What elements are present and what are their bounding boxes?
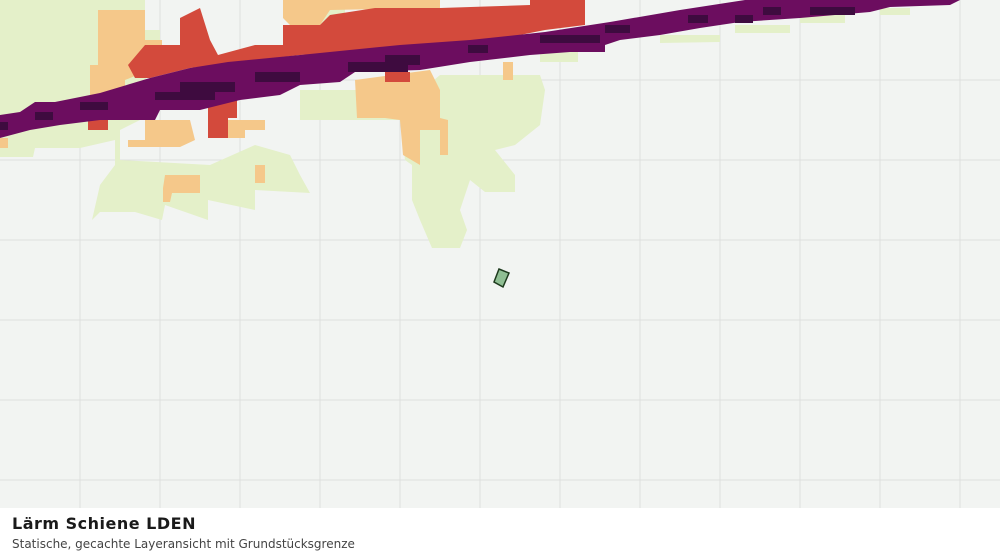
noise-zone-very-high (0, 0, 960, 138)
caption: Lärm Schiene LDEN Statische, gecachte La… (0, 508, 1000, 560)
noise-zone-high (88, 0, 585, 138)
map-subtitle: Statische, gecachte Layeransicht mit Gru… (12, 537, 355, 551)
noise-zone-extreme (0, 7, 855, 130)
parcel-boundary (493, 268, 510, 289)
map (0, 0, 1000, 508)
noise-zone-mid (0, 0, 513, 202)
map-title: Lärm Schiene LDEN (12, 514, 196, 533)
